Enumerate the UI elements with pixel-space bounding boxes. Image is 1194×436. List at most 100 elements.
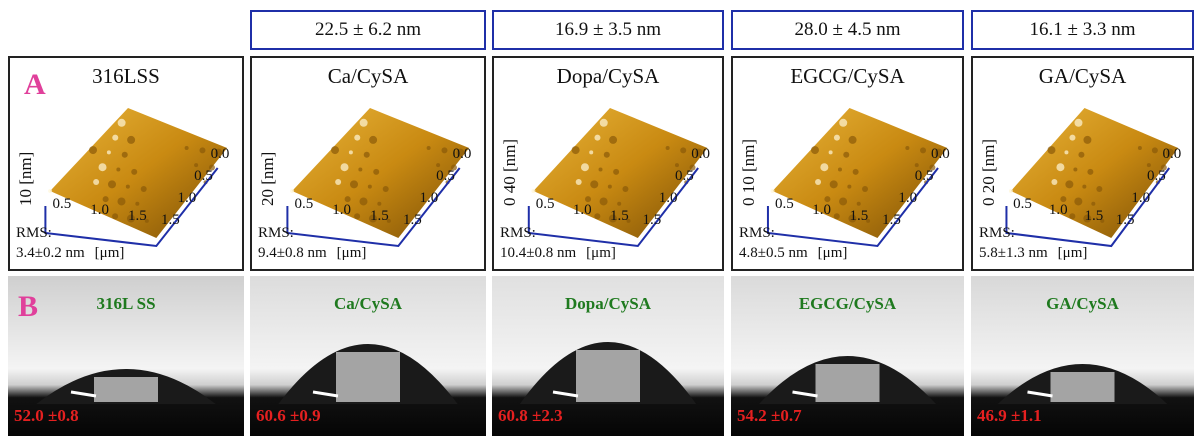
unit-label: [μm] [817, 245, 848, 261]
afm-panel-title: Ca/CySA [327, 64, 409, 88]
afm-panel: GA/CySA 0 20 [nm] 0.5 1.0 1.5 0.0 0.5 1.0 1.5 RMS… [971, 56, 1194, 271]
y-tick-label: 0.0 [452, 146, 472, 162]
contact-angle-panel: EGCG/CySA 54.2 ±0.7 [731, 276, 964, 436]
afm-panel: EGCG/CySA 0 10 [nm] 0.5 1.0 1.5 0.0 0.5 1.0 1.5 R… [731, 56, 964, 271]
y-tick-label: 0.5 [914, 168, 934, 184]
unit-label: [μm] [586, 245, 616, 261]
contact-angle-value: 46.9 ±1.1 [977, 406, 1042, 425]
y-tick-label: 0.0 [691, 146, 710, 162]
y-tick-label: 1.0 [419, 190, 439, 206]
y-tick-label: 0.5 [1146, 168, 1166, 184]
afm-panel: 316LSS 10 [nm] 0.5 1.0 1.5 0.0 0.5 1.0 1.5 RMS: 3.… [8, 56, 244, 271]
unit-label: [μm] [336, 245, 367, 261]
x-tick-label: 1.0 [572, 202, 592, 218]
x-tick-label: 1.0 [812, 202, 831, 218]
rms-label: RMS: [258, 225, 294, 241]
panel-letter-a: A [24, 68, 46, 101]
x-tick-label: 1.5 [128, 208, 147, 224]
roughness-header-1: 22.5 ± 6.2 nm [250, 10, 486, 50]
droplet-image [758, 356, 937, 404]
y-tick-label: 1.5 [161, 212, 180, 228]
x-tick-label: 1.5 [1084, 208, 1104, 224]
y-tick-label: 0.0 [1162, 146, 1182, 162]
afm-panel-title: GA/CySA [1038, 64, 1127, 88]
unit-label: [μm] [1057, 245, 1088, 261]
afm-panel: Dopa/CySA 0 40 [nm] 0.5 1.0 1.5 0.0 0.5 1.0 1.5 R… [492, 56, 724, 271]
contact-angle-title: Ca/CySA [333, 294, 402, 313]
x-tick-label: 0.5 [1013, 196, 1032, 212]
x-tick-label: 0.5 [774, 196, 794, 212]
y-tick-label: 0.5 [436, 168, 455, 184]
rms-value: 10.4±0.8 nm [500, 245, 577, 261]
z-axis-label: 20 [nm] [258, 151, 277, 206]
y-tick-label: 1.0 [658, 190, 678, 206]
afm-surface-image [1005, 108, 1179, 248]
contact-angle-value: 54.2 ±0.7 [737, 406, 802, 425]
y-tick-label: 0.0 [210, 146, 230, 162]
y-tick-label: 1.5 [403, 212, 422, 228]
x-tick-label: 1.5 [610, 208, 629, 224]
roughness-header-2: 16.9 ± 3.5 nm [492, 10, 724, 50]
contact-angle-panel: 316L SS 52.0 ±0.8 B [8, 276, 244, 436]
y-tick-label: 0.5 [674, 168, 694, 184]
y-tick-label: 1.5 [642, 212, 662, 228]
rms-value: 9.4±0.8 nm [258, 245, 327, 261]
z-axis-label: 0 10 [nm] [739, 138, 758, 206]
contact-angle-title: GA/CySA [1046, 294, 1119, 313]
z-axis-label: 0 40 [nm] [500, 138, 519, 206]
x-tick-label: 1.0 [332, 202, 351, 218]
z-axis-label: 0 20 [nm] [979, 138, 998, 206]
rms-label: RMS: [500, 225, 536, 241]
x-tick-label: 0.5 [52, 196, 72, 212]
contact-angle-title: Dopa/CySA [565, 294, 651, 313]
rms-value: 5.8±1.3 nm [979, 245, 1048, 261]
droplet-image [519, 342, 697, 404]
afm-surface-image [766, 108, 948, 248]
afm-panel-title: Dopa/CySA [556, 64, 660, 88]
afm-panel: Ca/CySA 20 [nm] 0.5 1.0 1.5 0.0 0.5 1.0 1.5 RMS: 9… [250, 56, 486, 271]
rms-value-row: 4.8±0.5 nm [μm] [739, 245, 847, 262]
contact-angle-value: 60.6 ±0.9 [256, 406, 321, 425]
unit-label: [μm] [94, 245, 125, 261]
rms-value-row: 3.4±0.2 nm [μm] [16, 245, 124, 262]
y-tick-label: 0.0 [931, 146, 950, 162]
roughness-header-3: 28.0 ± 4.5 nm [731, 10, 964, 50]
x-tick-label: 1.5 [370, 208, 389, 224]
afm-surface-image [44, 108, 228, 248]
rms-label: RMS: [739, 225, 775, 241]
droplet-image [36, 369, 216, 404]
contact-angle-title: 316L SS [96, 294, 156, 313]
afm-surface-image [527, 108, 708, 248]
contact-angle-panel: Dopa/CySA 60.8 ±2.3 [492, 276, 724, 436]
droplet-image [997, 364, 1168, 404]
contact-angle-title: EGCG/CySA [798, 294, 897, 313]
y-tick-label: 1.0 [1131, 190, 1151, 206]
rms-label: RMS: [16, 225, 52, 241]
rms-value-row: 10.4±0.8 nm [μm] [500, 245, 616, 262]
x-tick-label: 1.5 [849, 208, 869, 224]
y-tick-label: 0.5 [194, 168, 213, 184]
y-tick-label: 1.5 [882, 212, 901, 228]
x-tick-label: 1.0 [90, 202, 109, 218]
afm-panel-title: 316LSS [92, 64, 160, 88]
y-tick-label: 1.0 [177, 190, 197, 206]
panel-letter-b: B [18, 290, 39, 323]
rms-value-row: 5.8±1.3 nm [μm] [979, 245, 1087, 262]
y-tick-label: 1.5 [1115, 212, 1135, 228]
contact-angle-panel: Ca/CySA 60.6 ±0.9 [250, 276, 486, 436]
afm-surface-image [286, 108, 470, 248]
rms-value: 4.8±0.5 nm [739, 245, 808, 261]
contact-angle-panel: GA/CySA 46.9 ±1.1 [971, 276, 1194, 436]
z-axis-label: 10 [nm] [16, 151, 35, 206]
droplet-image [278, 344, 458, 404]
x-tick-label: 0.5 [535, 196, 555, 212]
rms-value-row: 9.4±0.8 nm [μm] [258, 245, 366, 262]
contact-angle-value: 52.0 ±0.8 [14, 406, 79, 425]
y-tick-label: 1.0 [898, 190, 918, 206]
x-tick-label: 1.0 [1048, 202, 1068, 218]
x-tick-label: 0.5 [294, 196, 314, 212]
afm-panel-title: EGCG/CySA [790, 64, 905, 88]
contact-angle-value: 60.8 ±2.3 [498, 406, 563, 425]
roughness-header-4: 16.1 ± 3.3 nm [971, 10, 1194, 50]
rms-label: RMS: [979, 225, 1015, 241]
